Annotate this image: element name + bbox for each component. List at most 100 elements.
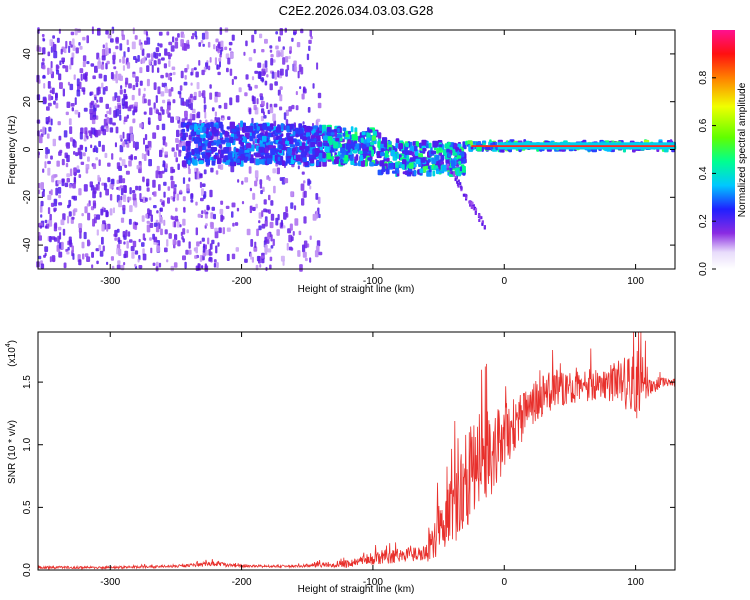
heatmap-cell [272,130,276,135]
heatmap-cell [125,170,130,175]
heatmap-cell [207,41,211,48]
heatmap-cell [402,171,407,175]
heatmap-cell [209,251,213,256]
heatmap-cell [263,111,265,116]
heatmap-cell [142,176,145,182]
heatmap-cell [312,83,315,89]
heatmap-cell [274,81,278,86]
heatmap-cell [353,135,358,141]
heatmap-cell [303,180,306,184]
heatmap-cell [291,151,296,156]
x-tick-label: -200 [232,577,252,588]
heatmap-cell [264,244,268,253]
heatmap-cell [166,31,170,36]
heatmap-cell [311,130,315,134]
heatmap-cell [265,239,270,244]
heatmap-cell [122,56,125,64]
heatmap-cell [164,151,168,155]
heatmap-cell [293,31,297,36]
heatmap-cell [113,66,117,70]
heatmap-cell [226,126,230,130]
heatmap-cell [98,57,101,65]
heatmap-cell [147,150,150,157]
heatmap-cell [103,118,108,127]
heatmap-cell [291,104,295,110]
heatmap-cell [83,184,88,192]
y-tick-label: 0.0 [22,563,33,577]
heatmap-cell [182,160,187,167]
heatmap-cell [119,144,124,153]
heatmap-cell [89,92,92,96]
heatmap-cell [79,45,83,50]
heatmap-cell [58,135,62,141]
heatmap-cell [213,259,217,263]
heatmap-cell [122,141,126,148]
heatmap-cell [358,150,363,155]
heatmap-cell [62,65,66,69]
heatmap-cell [298,64,302,72]
heatmap-cell [157,58,161,65]
heatmap-cell [286,242,289,251]
heatmap-cell [252,206,256,211]
heatmap-cell [249,187,252,192]
heatmap-cell [67,81,70,86]
heatmap-cell [97,174,100,181]
heatmap-cell [102,44,105,49]
heatmap-cell [196,153,200,159]
heatmap-cell [115,37,119,43]
heatmap-cell [245,74,249,80]
heatmap-cell [157,115,161,120]
heatmap-cell [177,240,181,247]
heatmap-cell [251,34,255,43]
heatmap-cell [179,224,182,228]
heatmap-cell [163,181,167,186]
heatmap-cell [39,205,43,213]
heatmap-cell [438,147,442,151]
heatmap-cell [42,126,46,135]
heatmap-cell [48,190,51,195]
heatmap-cell [213,154,218,159]
heatmap-cell [441,164,448,172]
heatmap-cell [316,240,321,247]
heatmap-cell [118,175,123,184]
heatmap-cell [125,77,129,85]
heatmap-cell [204,123,209,128]
heatmap-cell [265,67,268,73]
heatmap-cell [106,224,109,232]
heatmap-cell [185,99,190,107]
heatmap-cell [70,31,75,36]
heatmap-cell [190,199,194,203]
heatmap-cell [483,225,486,229]
heatmap-cell [469,203,472,207]
heatmap-cell [141,48,145,56]
heatmap-cell [110,179,115,185]
heatmap-cell [105,30,109,35]
heatmap-cell [38,182,41,189]
heatmap-cell [95,104,100,108]
heatmap-cell [126,240,129,249]
heatmap-cell [292,138,297,143]
heatmap-cell [472,204,475,208]
heatmap-cell [235,95,240,103]
heatmap-cell [117,104,122,109]
heatmap-cell [180,231,183,237]
heatmap-cell [79,131,83,140]
heatmap-cell [188,168,191,175]
heatmap-cell [96,229,99,236]
heatmap-cell [250,253,253,260]
heatmap-cell [58,28,61,34]
heatmap-cell [58,202,63,206]
heatmap-cell [214,57,217,66]
heatmap-cell [322,160,327,167]
heatmap-cell [172,239,177,246]
heatmap-cell [53,50,58,59]
heatmap-cell [220,200,224,205]
heatmap-cell [201,265,204,269]
heatmap-cell [218,105,222,109]
heatmap-cell [386,157,390,162]
heatmap-cell [130,246,135,252]
heatmap-cell [115,77,118,84]
heatmap-cell [93,202,97,209]
heatmap-cell [120,195,123,201]
